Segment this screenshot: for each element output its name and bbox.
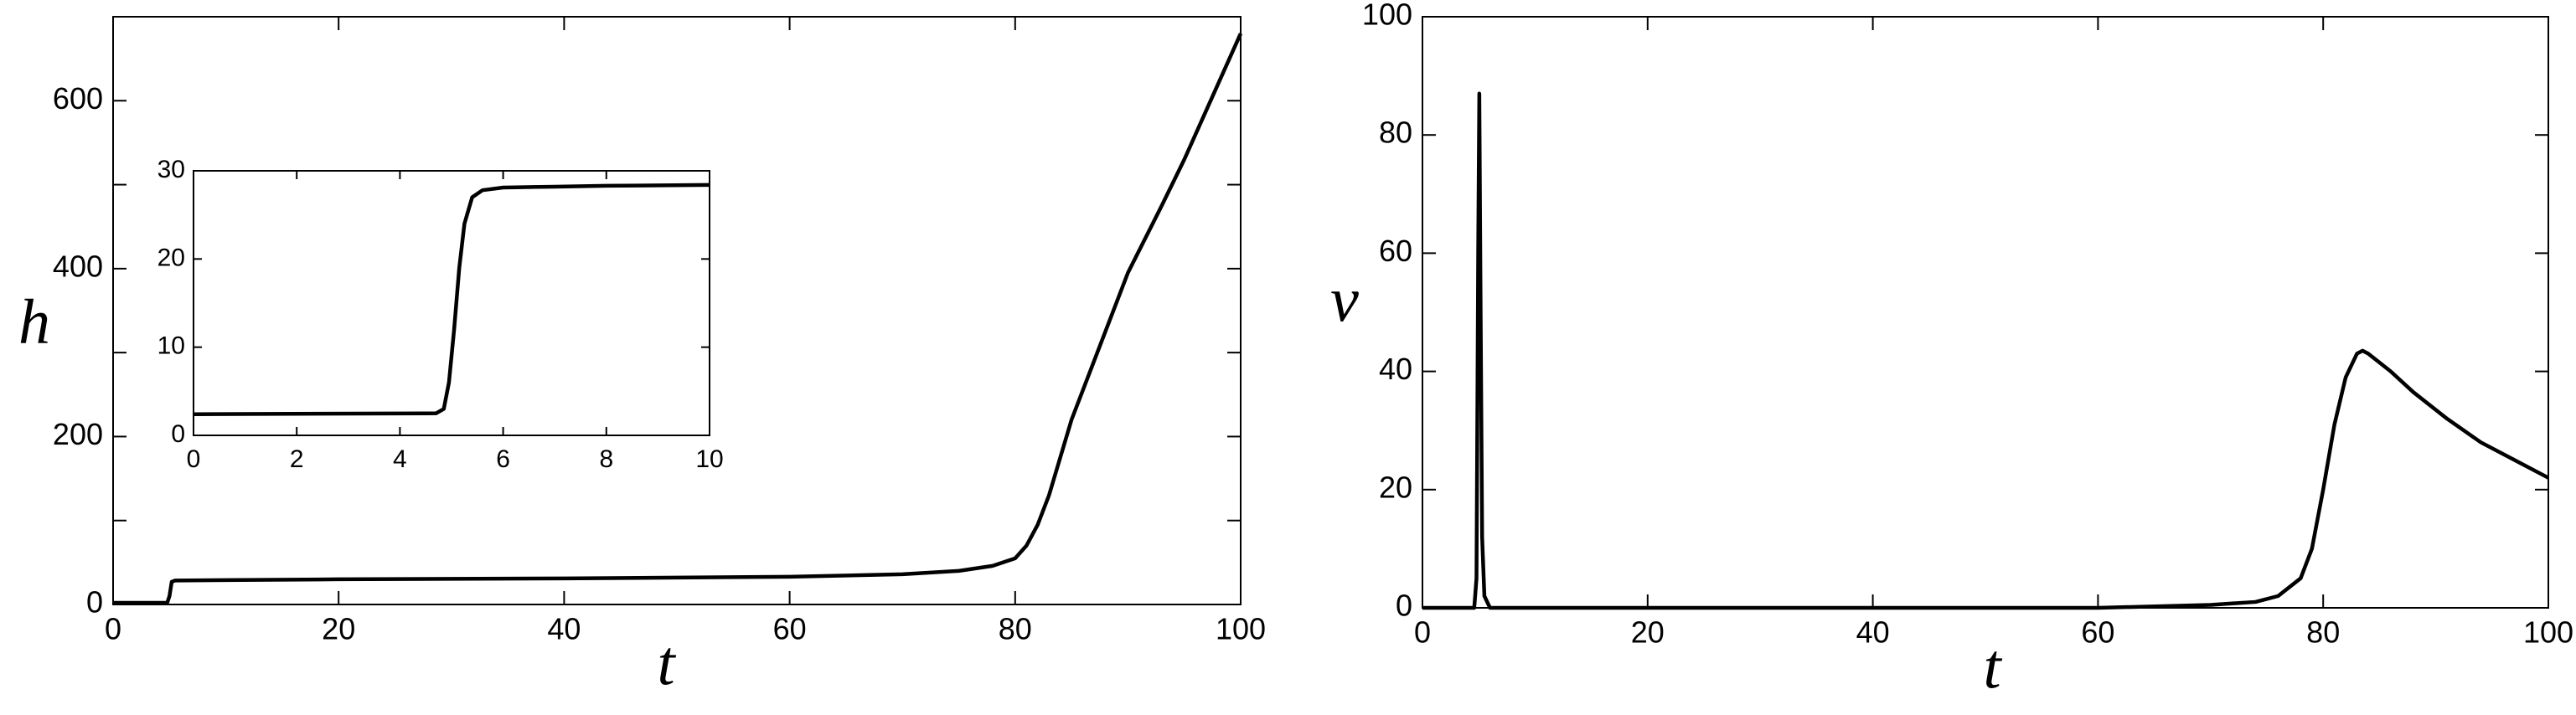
x-tick-label: 0 (1414, 615, 1431, 650)
x-tick-label: 60 (2081, 615, 2114, 650)
data-line (113, 33, 1243, 605)
x-tick-label: 80 (999, 612, 1032, 646)
y-tick-label: 30 (157, 156, 185, 183)
y-tick-label: 10 (157, 332, 185, 360)
y-tick-label: 20 (1379, 470, 1412, 504)
y-tick-label: 80 (1379, 116, 1412, 150)
y-tick-label: 20 (157, 244, 185, 271)
x-tick-label: 40 (1856, 615, 1890, 650)
x-tick-label: 40 (547, 612, 581, 646)
x-tick-label: 60 (773, 612, 807, 646)
y-axis-label: v (1330, 265, 1359, 335)
x-tick-label: 0 (105, 612, 121, 646)
x-axis-label: t (657, 628, 676, 698)
data-line (193, 183, 710, 416)
y-axis-label: h (18, 286, 50, 357)
plot-frame (1422, 16, 2549, 609)
x-tick-label: 2 (290, 445, 304, 473)
x-tick-label: 80 (2306, 615, 2340, 650)
x-tick-label: 100 (2523, 615, 2573, 650)
x-tick-label: 6 (496, 445, 510, 473)
y-tick-label: 0 (86, 585, 103, 620)
x-tick-label: 100 (1216, 612, 1266, 646)
x-tick-label: 10 (695, 445, 723, 473)
inset-frame (193, 170, 710, 436)
y-tick-label: 100 (1362, 0, 1412, 32)
x-axis-label: t (1983, 631, 2002, 702)
x-tick-label: 4 (393, 445, 407, 473)
x-tick-label: 20 (1631, 615, 1665, 650)
y-tick-label: 600 (53, 81, 103, 116)
y-tick-label: 60 (1379, 234, 1412, 268)
y-tick-label: 200 (53, 417, 103, 451)
y-tick-label: 0 (171, 420, 185, 448)
data-line (1422, 91, 2550, 610)
x-tick-label: 0 (187, 445, 201, 473)
y-tick-label: 40 (1379, 352, 1412, 386)
x-tick-label: 8 (599, 445, 613, 473)
y-tick-label: 0 (1396, 589, 1412, 623)
y-tick-label: 400 (53, 249, 103, 283)
x-tick-label: 20 (322, 612, 355, 646)
